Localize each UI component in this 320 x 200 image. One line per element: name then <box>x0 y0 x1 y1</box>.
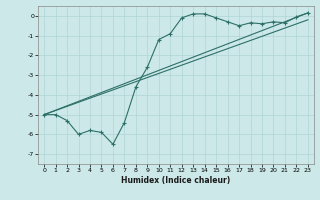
X-axis label: Humidex (Indice chaleur): Humidex (Indice chaleur) <box>121 176 231 185</box>
